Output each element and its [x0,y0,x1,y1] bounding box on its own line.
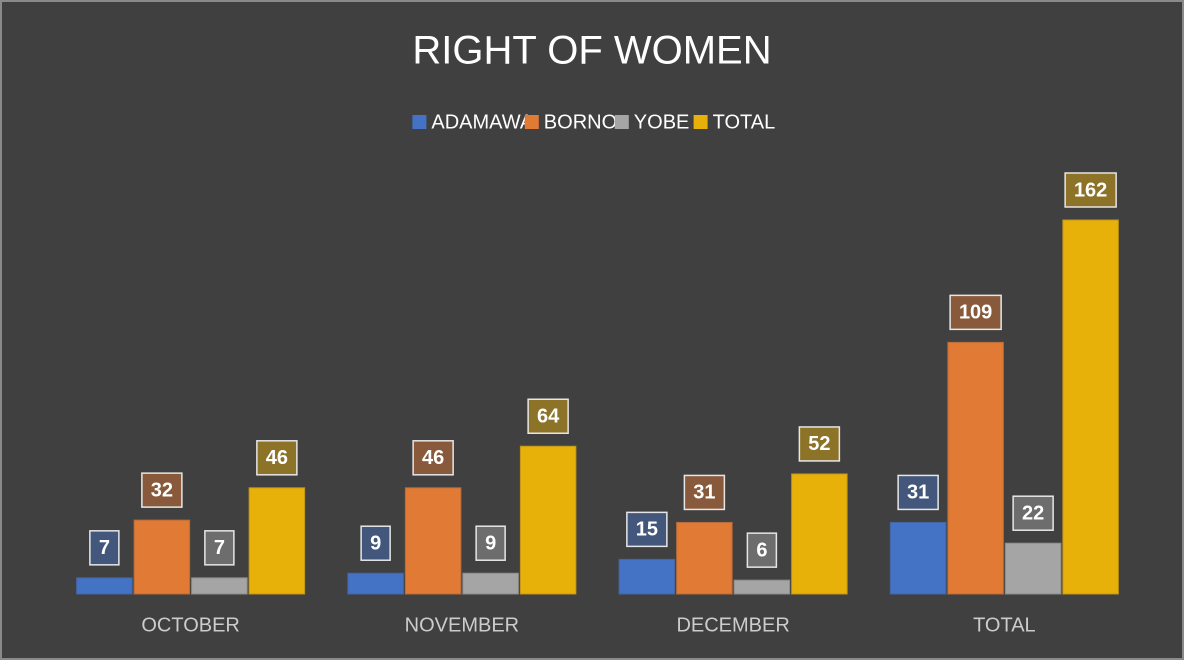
data-label-box [412,440,454,476]
data-label-box [949,294,1002,331]
bar [76,577,133,595]
data-label: 52 [808,433,830,455]
data-label-box [204,530,235,566]
data-label-box [141,472,183,508]
data-label-box [897,474,939,511]
data-label: 9 [370,533,381,555]
bar [733,579,791,595]
legend-label: TOTAL [713,111,776,133]
legend-swatch [412,115,427,129]
data-label: 162 [1074,179,1107,201]
data-label-box [746,532,778,568]
bar [248,487,306,595]
data-label-box [626,511,668,548]
bar [947,341,1004,595]
data-label-box [1064,172,1117,208]
bar [1062,219,1119,595]
bar [404,487,462,595]
legend-swatch [524,115,539,129]
bar [462,572,519,595]
data-label-box [683,474,726,511]
legend-label: ADAMAWA [431,111,534,133]
data-label: 32 [151,479,173,501]
data-label: 46 [422,447,444,469]
data-label: 31 [693,482,715,504]
data-label: 15 [636,519,658,541]
x-tick-label: NOVEMBER [405,614,519,636]
bar [676,521,733,595]
data-label: 9 [485,533,496,555]
x-tick-label: OCTOBER [141,614,240,636]
data-label: 109 [959,302,992,324]
bar [347,572,404,595]
data-label-box [527,398,569,434]
data-label-box [89,530,120,566]
bar [191,577,248,595]
data-label: 6 [756,539,767,561]
legend-label: YOBE [634,111,690,133]
x-tick-label: TOTAL [973,614,1036,636]
bar [618,558,676,595]
data-label: 7 [99,537,110,559]
legend-swatch [614,115,629,129]
bar [889,521,947,595]
data-label: 22 [1022,502,1044,524]
x-tick-label: DECEMBER [676,614,789,636]
data-label-box [1012,495,1054,531]
data-label-box [475,525,506,561]
bar [519,445,577,595]
legend-swatch [693,115,708,129]
data-label: 31 [907,482,929,504]
data-label: 7 [214,537,225,559]
data-label: 46 [266,447,288,469]
legend-label: BORNO [544,111,617,133]
chart-title: RIGHT OF WOMEN [412,29,771,73]
data-label-box [360,525,391,561]
bar [133,519,191,595]
bar [791,473,848,595]
bar [1004,542,1062,595]
data-label-box [798,426,841,462]
data-label: 64 [537,406,560,428]
data-label-box [256,440,298,476]
